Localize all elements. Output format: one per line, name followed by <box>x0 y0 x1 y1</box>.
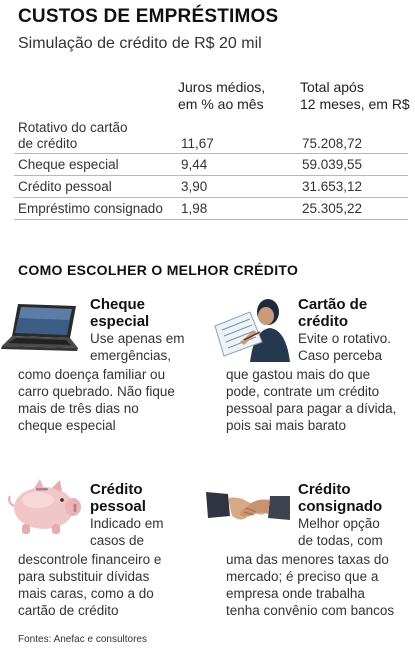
card-text-line: pode, contrate um crédito <box>226 384 380 399</box>
card-title: Crédito pessoal <box>90 481 212 515</box>
card-title-line: Crédito <box>90 481 143 498</box>
card-text: Evite o rotativo. Caso perceba <box>298 330 410 364</box>
card-text-line: Use apenas em <box>90 331 185 346</box>
row-rate: 11,67 <box>181 136 214 151</box>
card-text-line: Caso perceba <box>298 348 383 363</box>
card-title: Cartão de crédito <box>298 296 410 330</box>
column-header-total-line: 12 meses, em R$ <box>300 96 410 112</box>
row-rate: 3,90 <box>181 179 208 194</box>
card-text-continued: descontrole financeiro e para substituir… <box>18 551 218 619</box>
row-rate: 9,44 <box>181 157 208 172</box>
card-title: Cheque especial <box>90 296 212 330</box>
row-total: 31.653,12 <box>302 179 363 194</box>
row-name: Crédito pessoal <box>18 179 112 194</box>
card-title-line: especial <box>90 313 150 330</box>
card-text-continued: como doença familiar ou carro quebrado. … <box>18 366 218 434</box>
card-text-continued: que gastou mais do que pode, contrate um… <box>226 366 414 434</box>
page-title: CUSTOS DE EMPRÉSTIMOS <box>18 6 279 27</box>
card-text-line: para substituir dívidas <box>18 569 150 584</box>
card-text-line: cartão de crédito <box>18 603 119 618</box>
credit-cost-table: Rotativo do cartão de crédito 11,67 75.2… <box>14 118 408 220</box>
card-text-line: carro quebrado. Não fique <box>18 384 175 399</box>
card-text-line: Evite o rotativo. <box>298 331 392 346</box>
card-cartao-de-credito: Cartão de crédito Evite o rotativo. Caso… <box>298 296 410 364</box>
table-row: Empréstimo consignado 1,98 25.305,22 <box>14 198 408 220</box>
card-credito-pessoal: Crédito pessoal Indicado em casos de <box>90 481 212 549</box>
card-credito-consignado: Crédito consignado Melhor opção de todas… <box>298 481 410 549</box>
card-text-line: descontrole financeiro e <box>18 552 162 567</box>
card-text-line: uma das menores taxas do <box>226 552 389 567</box>
table-row: Crédito pessoal 3,90 31.653,12 <box>14 176 408 198</box>
card-text-line: tenha convênio com bancos <box>226 603 395 618</box>
piggy-bank-icon <box>4 476 86 536</box>
card-text-line: mercado; é preciso que a <box>226 569 379 584</box>
column-header-total: Total após 12 meses, em R$ <box>300 79 412 113</box>
table-row: Cheque especial 9,44 59.039,55 <box>14 154 408 176</box>
column-header-rate-line: Juros médios, <box>178 79 266 95</box>
card-title-line: Cheque <box>90 296 146 313</box>
section-title: COMO ESCOLHER O MELHOR CRÉDITO <box>18 262 299 278</box>
card-title: Crédito consignado <box>298 481 410 515</box>
card-text: Indicado em casos de <box>90 515 212 549</box>
column-header-total-line: Total após <box>300 79 364 95</box>
column-header-rate-line: em % ao mês <box>178 96 264 112</box>
card-text-line: pois sai mais barato <box>226 418 347 433</box>
card-text-line: que gastou mais do que <box>226 367 371 382</box>
card-title-line: Crédito <box>298 481 351 498</box>
card-text-line: mais de três dias no <box>18 401 139 416</box>
row-name: Rotativo do cartão de crédito <box>18 120 128 152</box>
laptop-icon <box>0 300 82 356</box>
card-text: Use apenas em emergências, <box>90 330 212 364</box>
card-text: Melhor opção de todas, com <box>298 515 410 549</box>
row-total: 59.039,55 <box>302 157 363 172</box>
source-note: Fontes: Anefac e consultores <box>18 634 147 645</box>
row-name-line: Rotativo do cartão <box>18 120 128 135</box>
card-text-line: como doença familiar ou <box>18 367 166 382</box>
row-rate: 1,98 <box>181 201 208 216</box>
card-text-continued: uma das menores taxas do mercado; é prec… <box>226 551 414 619</box>
card-text-line: Melhor opção <box>298 516 380 531</box>
handshake-icon <box>206 484 290 534</box>
card-title-line: crédito <box>298 313 349 330</box>
card-text-line: emergências, <box>90 348 172 363</box>
card-text-line: pessoal para pagar a dívida, <box>226 401 397 416</box>
card-title-line: pessoal <box>90 498 146 515</box>
page-subtitle: Simulação de crédito de R$ 20 mil <box>18 35 262 52</box>
card-text-line: Indicado em <box>90 516 164 531</box>
row-name: Empréstimo consignado <box>18 201 163 216</box>
card-text-line: mais caras, como a do <box>18 586 154 601</box>
card-text-line: cheque especial <box>18 418 116 433</box>
row-name-line: de crédito <box>18 136 78 151</box>
row-name: Cheque especial <box>18 157 119 172</box>
card-title-line: Cartão de <box>298 296 368 313</box>
row-total: 75.208,72 <box>302 136 363 151</box>
row-total: 25.305,22 <box>302 201 363 216</box>
person-reading-icon <box>210 296 290 362</box>
card-text-line: empresa onde trabalha <box>226 586 365 601</box>
card-title-line: consignado <box>298 498 383 515</box>
column-header-rate: Juros médios, em % ao mês <box>178 79 288 113</box>
card-text-line: casos de <box>90 533 145 548</box>
card-text-line: de todas, com <box>298 533 383 548</box>
card-cheque-especial: Cheque especial Use apenas em emergência… <box>90 296 212 364</box>
table-row: Rotativo do cartão de crédito 11,67 75.2… <box>14 118 408 154</box>
